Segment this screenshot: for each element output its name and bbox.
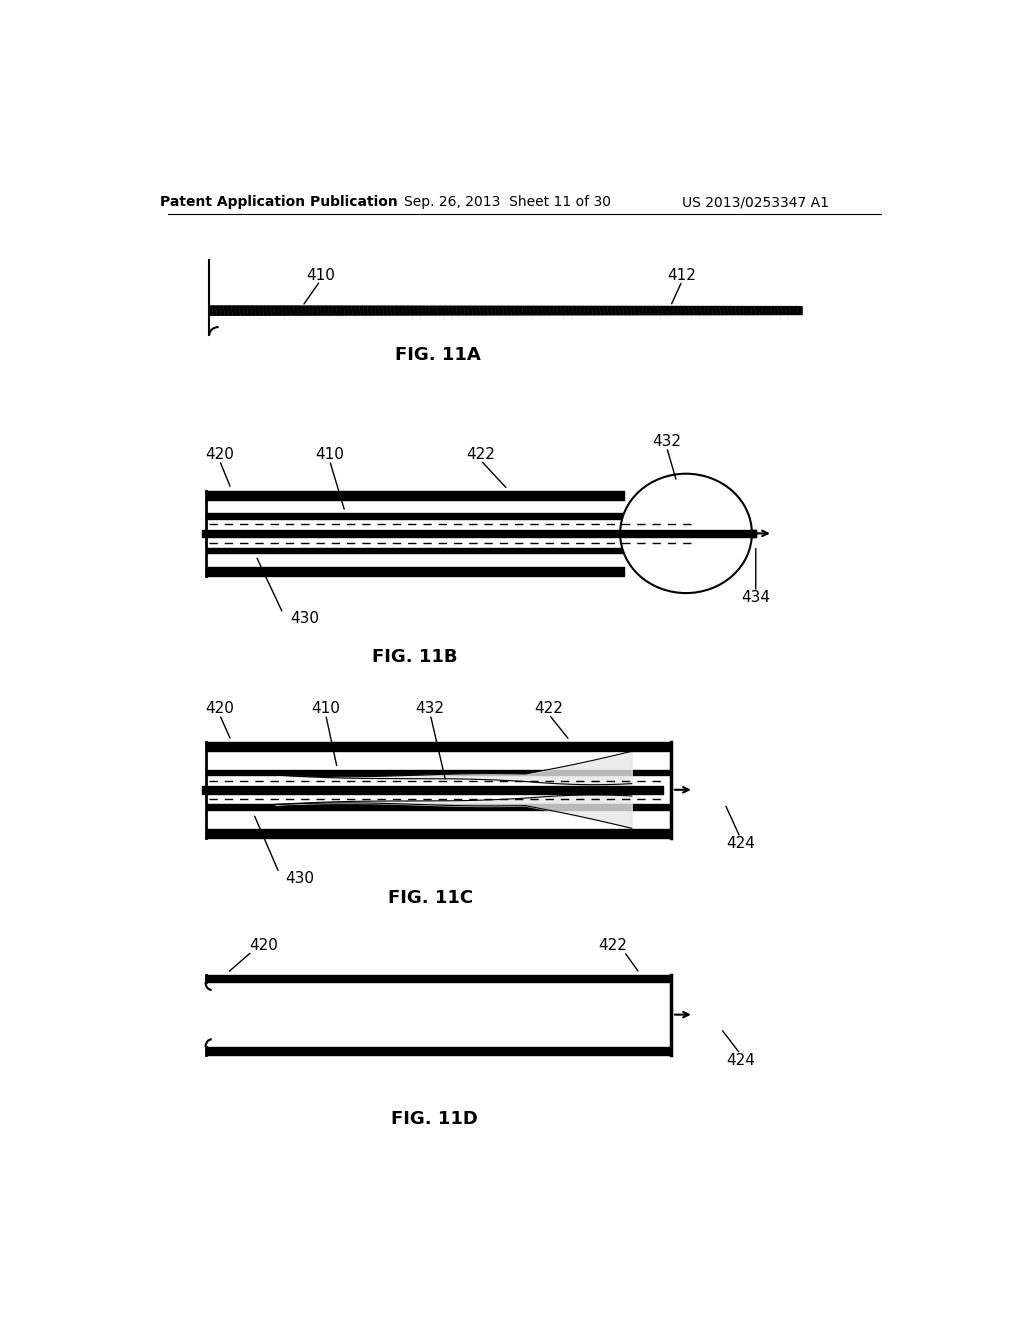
Text: 410: 410: [311, 701, 340, 717]
Text: FIG. 11C: FIG. 11C: [388, 888, 473, 907]
Text: 430: 430: [290, 611, 319, 627]
Text: Sep. 26, 2013  Sheet 11 of 30: Sep. 26, 2013 Sheet 11 of 30: [404, 195, 611, 210]
Text: 410: 410: [315, 447, 344, 462]
Text: 412: 412: [668, 268, 696, 282]
Text: FIG. 11A: FIG. 11A: [395, 346, 481, 364]
Text: 424: 424: [726, 836, 755, 851]
Text: 430: 430: [286, 871, 314, 886]
Text: FIG. 11D: FIG. 11D: [391, 1110, 477, 1129]
Ellipse shape: [621, 474, 752, 593]
Text: US 2013/0253347 A1: US 2013/0253347 A1: [682, 195, 829, 210]
Text: 422: 422: [466, 447, 495, 462]
Text: FIG. 11B: FIG. 11B: [372, 648, 458, 667]
Text: 422: 422: [598, 937, 627, 953]
Text: 410: 410: [306, 268, 335, 282]
Text: 420: 420: [205, 447, 233, 462]
Text: 432: 432: [416, 701, 444, 717]
Text: 420: 420: [205, 701, 233, 717]
Text: 422: 422: [535, 701, 563, 717]
Text: Patent Application Publication: Patent Application Publication: [160, 195, 398, 210]
Text: 434: 434: [741, 590, 770, 605]
Text: 424: 424: [726, 1053, 755, 1068]
Text: 432: 432: [652, 434, 681, 449]
Text: 420: 420: [249, 937, 279, 953]
